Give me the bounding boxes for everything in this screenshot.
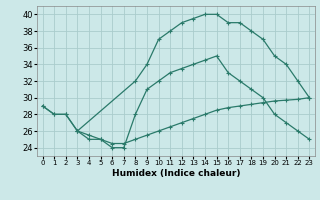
X-axis label: Humidex (Indice chaleur): Humidex (Indice chaleur) (112, 169, 240, 178)
